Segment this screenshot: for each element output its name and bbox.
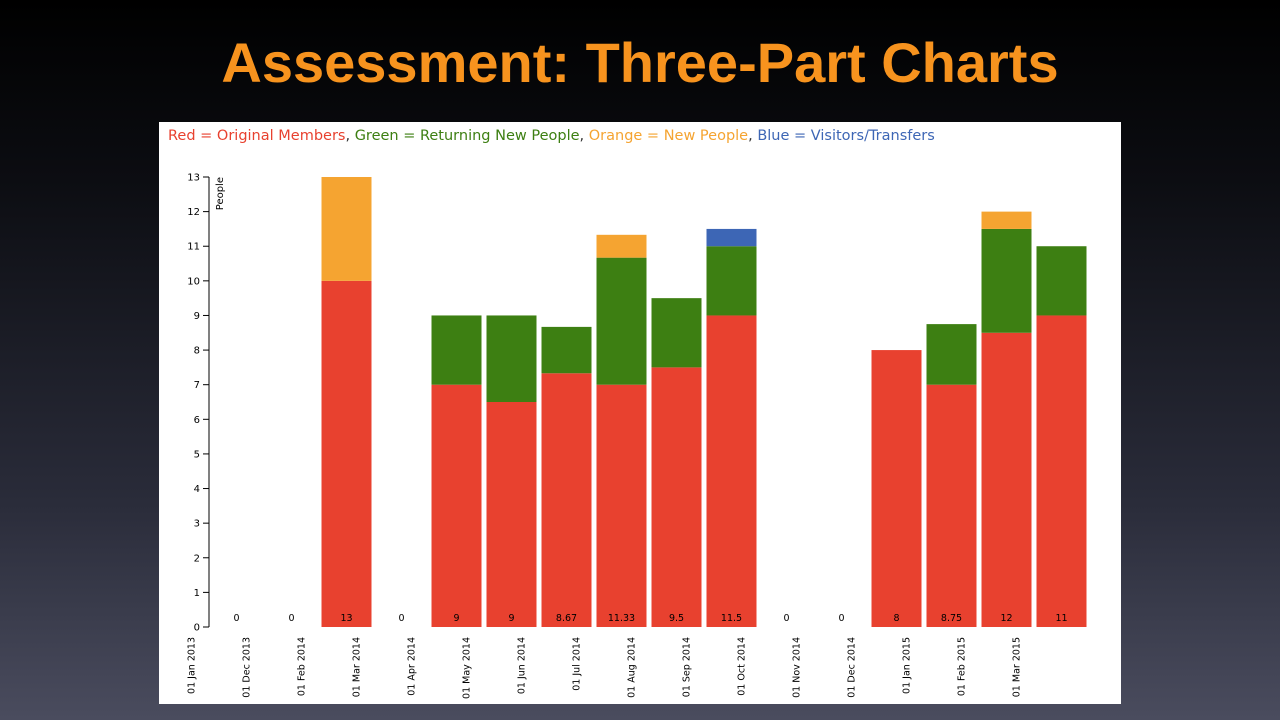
x-tick-label: 01 Jan 2013 [187,637,198,694]
bar-segment-original [706,315,757,627]
bar-total-label: 12 [1000,613,1012,624]
x-tick-label: 01 Jun 2014 [517,637,528,694]
bar-total-label: 8.67 [556,613,577,624]
bar-segment-original [321,280,372,627]
legend-separator: , [748,128,758,144]
bar-segment-returning [651,298,702,368]
y-tick-label: 0 [194,623,200,634]
bar-total-label: 0 [783,613,789,624]
bar-segment-returning [1036,246,1087,316]
x-tick-label: 01 Jul 2014 [572,637,583,691]
bar-segment-new [596,234,647,258]
bar-total-label: 0 [288,613,294,624]
x-tick-label: 01 Mar 2014 [352,637,363,697]
bar-segment-returning [541,326,592,374]
legend: Red = Original Members, Green = Returnin… [168,127,935,145]
bar-total-label: 13 [340,613,352,624]
bar-segment-original [651,367,702,627]
legend-item-visitors: Blue = Visitors/Transfers [757,128,935,144]
bar-total-label: 0 [398,613,404,624]
y-tick-label: 12 [187,207,200,218]
y-tick-label: 9 [194,311,200,322]
y-tick-label: 5 [194,449,200,460]
bar-segment-new [981,211,1032,229]
x-tick-label: 01 Apr 2014 [407,637,418,696]
bar-segment-returning [486,315,537,402]
legend-item-new: Orange = New People [588,128,749,144]
bar-total-label: 9 [453,613,459,624]
bar-total-label: 8 [893,613,899,624]
bar-total-label: 0 [233,613,239,624]
y-tick-label: 3 [194,519,200,530]
bar-total-label: 11.33 [608,613,635,624]
bar-segment-returning [596,257,647,385]
legend-separator: , [345,128,355,144]
x-tick-label: 01 Mar 2015 [1012,637,1023,697]
y-tick-label: 7 [194,380,200,391]
bar-segment-original [926,384,977,627]
bar-segment-returning [981,228,1032,333]
x-tick-label: 01 Aug 2014 [627,637,638,698]
bar-segment-visitors [706,228,757,247]
y-tick-label: 13 [187,173,200,184]
x-tick-label: 01 Jan 2015 [902,637,913,694]
bar-total-label: 11 [1055,613,1067,624]
y-tick-label: 11 [187,242,200,253]
chart-panel: 0 1 2 3 4 5 6 7 8 9 10 11 12 13 People 0 01 Jan 2013 0 01… [159,122,1121,704]
bar-segment-new [321,177,372,281]
bar-segment-original [486,402,537,627]
bar-segment-original [871,350,922,627]
slide-title: Assessment: Three-Part Charts [221,31,1059,94]
x-tick-label: 01 Sep 2014 [682,637,693,697]
bar-total-label: 11.5 [721,613,742,624]
x-tick-label: 01 Nov 2014 [792,637,803,698]
y-tick-label: 10 [187,276,200,287]
y-tick-label: 6 [194,415,200,426]
x-tick-label: 01 May 2014 [462,637,473,699]
bar-segment-returning [926,324,977,385]
bar-segment-original [596,384,647,627]
y-axis-label: People [215,177,226,210]
legend-separator: , [579,128,589,144]
legend-item-returning: Green = Returning New People [354,128,580,144]
x-tick-label: 01 Feb 2014 [297,637,308,696]
bar-segment-returning [431,315,482,385]
bar-total-label: 9.5 [669,613,684,624]
y-tick-label: 8 [194,346,200,357]
y-tick-label: 2 [194,553,200,564]
bar-total-label: 9 [508,613,514,624]
bar-total-label: 8.75 [941,613,962,624]
bars-layer [321,177,1087,627]
x-tick-label: 01 Dec 2014 [847,637,858,698]
bar-segment-original [981,332,1032,627]
legend-item-original: Red = Original Members [168,128,346,144]
x-tick-label: 01 Oct 2014 [737,637,748,696]
bar-segment-original [431,384,482,627]
bar-segment-original [541,373,592,627]
x-tick-label: 01 Dec 2013 [242,637,253,698]
x-tick-label: 01 Feb 2015 [957,637,968,696]
bar-segment-returning [706,246,757,316]
y-tick-label: 4 [194,484,200,495]
y-tick-label: 1 [194,588,200,599]
bar-total-label: 0 [838,613,844,624]
bar-segment-original [1036,315,1087,627]
